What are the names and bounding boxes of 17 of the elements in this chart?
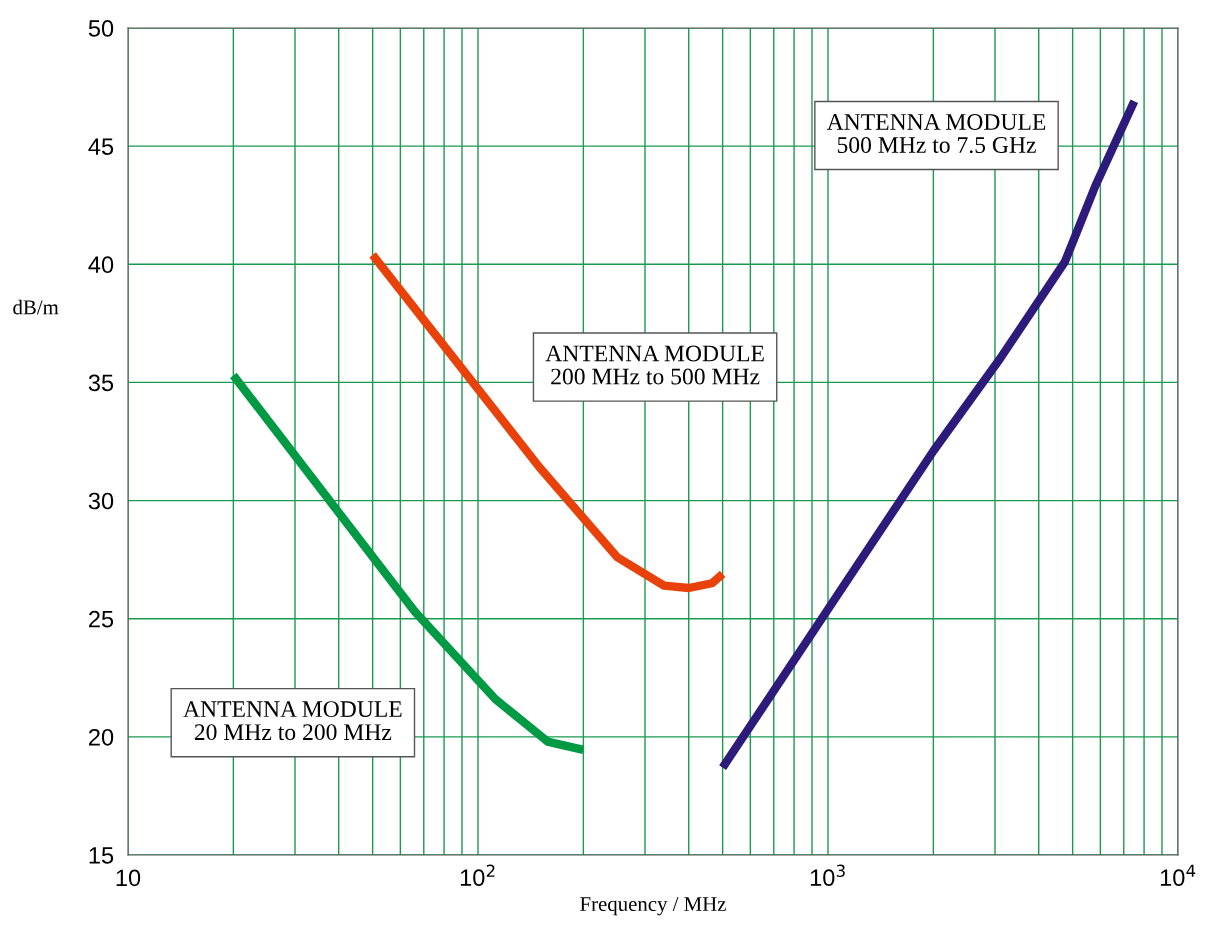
- y-tick-label: 15: [89, 847, 114, 864]
- y-tick-label: 40: [88, 256, 114, 274]
- y-tick-label: 25: [89, 610, 114, 628]
- text: ANTENNA MODULE 200 MHz to 500 MHz: [545, 345, 764, 385]
- x-tick-label: 10$^{3}$: [810, 864, 845, 887]
- y-tick-label: 50: [88, 20, 114, 37]
- y-tick-label: 20: [89, 728, 114, 746]
- y-tick-label: 35: [88, 374, 114, 392]
- y-axis-title: dB/m: [13, 299, 59, 315]
- y-tick-label: 30: [88, 492, 114, 510]
- x-tick-label: 10$^{4}$: [1160, 864, 1196, 887]
- x-tick-label: 10: [116, 869, 141, 887]
- x-tick-label: 10$^{2}$: [460, 864, 495, 887]
- text: ANTENNA MODULE 500 MHz to 7.5 GHz: [826, 114, 1046, 154]
- y-tick-label: 45: [88, 138, 114, 155]
- x-axis-title: Frequency / MHz: [580, 897, 726, 916]
- text: ANTENNA MODULE 20 MHz to 200 MHz: [183, 701, 402, 741]
